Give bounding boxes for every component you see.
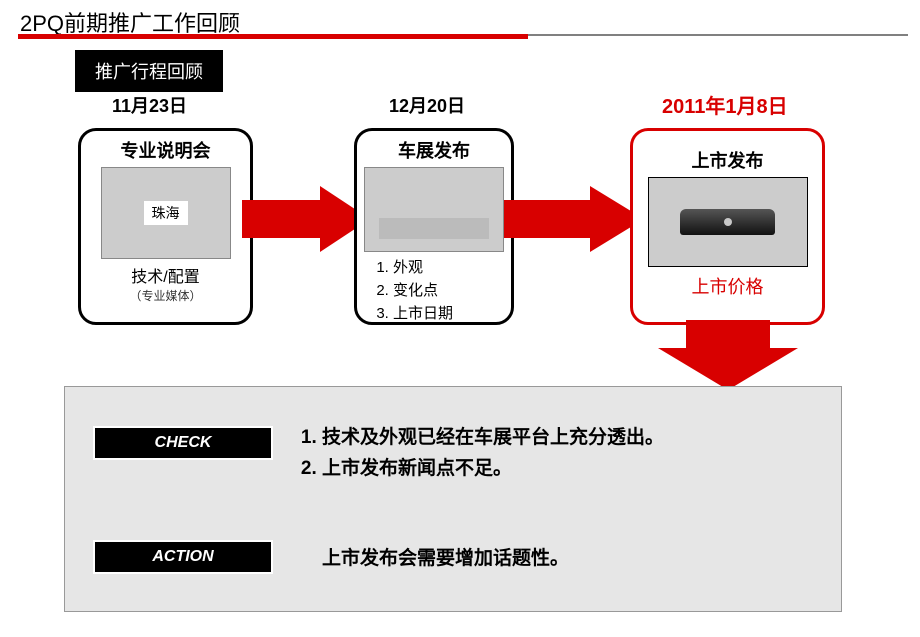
arrow-right-1	[242, 186, 370, 252]
card-image-1	[364, 167, 504, 252]
card-title-1: 车展发布	[357, 131, 511, 167]
subtitle-tag: 推广行程回顾	[75, 50, 223, 92]
check-badge: CHECK	[93, 426, 273, 460]
card-image-2	[648, 177, 808, 267]
timeline-card-0: 专业说明会 珠海 技术/配置 （专业媒体）	[78, 128, 253, 325]
title-underline-red	[18, 34, 528, 39]
action-text: 上市发布会需要增加话题性。	[322, 543, 569, 570]
action-badge: ACTION	[93, 540, 273, 574]
timeline-date-1: 12月20日	[389, 92, 465, 118]
card-image-0: 珠海	[101, 167, 231, 259]
card-caption-0: 技术/配置	[81, 263, 250, 287]
card-image-overlay-0: 珠海	[144, 201, 188, 225]
card-list-1-item-1: 变化点	[393, 279, 511, 300]
check-line-1: 上市发布新闻点不足。	[322, 453, 664, 480]
card-caption-red-2: 上市价格	[633, 273, 822, 299]
arrow-right-2	[504, 186, 644, 252]
card-caption-small-0: （专业媒体）	[81, 287, 250, 304]
card-title-0: 专业说明会	[81, 131, 250, 167]
slide: 2PQ前期推广工作回顾 推广行程回顾 11月23日 12月20日 2011年1月…	[0, 0, 920, 637]
timeline-card-1: 车展发布 外观 变化点 上市日期	[354, 128, 514, 325]
card-list-1: 外观 变化点 上市日期	[393, 256, 511, 323]
card-list-1-item-2: 上市日期	[393, 302, 511, 323]
check-text: 技术及外观已经在车展平台上充分透出。 上市发布新闻点不足。	[296, 418, 664, 484]
check-line-0: 技术及外观已经在车展平台上充分透出。	[322, 422, 664, 449]
card-title-2: 上市发布	[633, 141, 822, 177]
timeline-date-0: 11月23日	[112, 92, 187, 118]
timeline-date-2: 2011年1月8日	[662, 90, 788, 119]
arrow-down	[658, 320, 798, 390]
card-list-1-item-0: 外观	[393, 256, 511, 277]
timeline-card-2: 上市发布 上市价格	[630, 128, 825, 325]
